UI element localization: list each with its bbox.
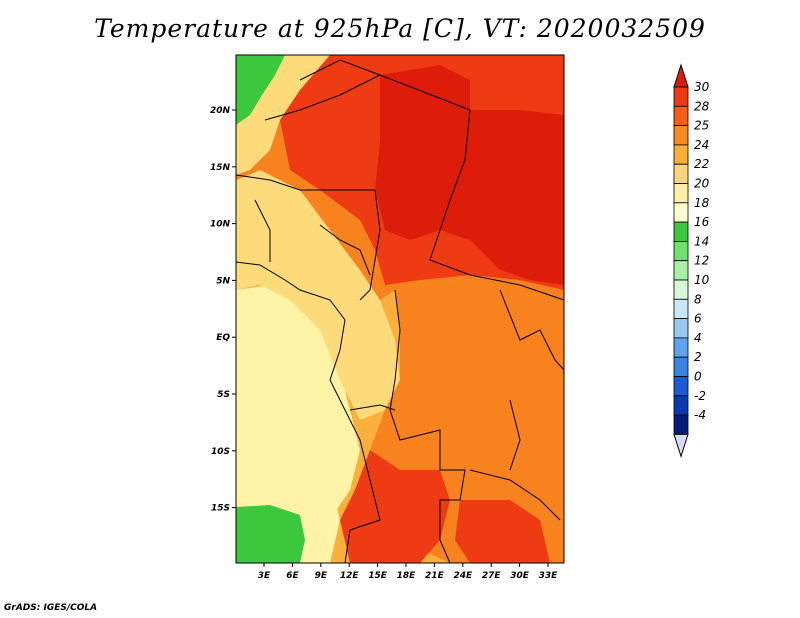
lat-tick-label: 15N [210, 163, 231, 173]
lon-tick-label: 30E [510, 571, 530, 581]
region-chad-sudan-hot [375, 65, 564, 285]
colorbar-level-label: 16 [694, 215, 710, 229]
colorbar-swatch [673, 144, 689, 165]
colorbar-swatch [673, 318, 689, 339]
region-sw-green [236, 505, 305, 563]
lon-tick-label: 9E [315, 571, 328, 581]
lon-tick-label: 27E [482, 571, 502, 581]
colorbar-swatch [673, 202, 689, 223]
colorbar-swatch [673, 240, 689, 262]
colorbar-swatch [673, 298, 689, 319]
colorbar-level-label: -4 [694, 408, 706, 422]
longitude-axis: 3E 6E 9E 12E 15E 18E 21E 24E 27E 30E 33E [258, 563, 558, 581]
colorbar-swatch [673, 279, 689, 300]
colorbar-level-label: 12 [694, 254, 709, 268]
colorbar-level-label: 25 [694, 119, 709, 133]
country-borders [235, 59, 565, 564]
lat-tick-label: 15S [211, 504, 230, 514]
colorbar-level-label: 10 [694, 273, 710, 287]
colorbar-swatch [673, 376, 689, 397]
grads-credit: GrADS: IGES/COLA [4, 603, 98, 613]
region-central-light-2 [320, 300, 385, 390]
colorbar-swatch [673, 337, 689, 358]
region-sw-pale [300, 470, 340, 563]
lon-tick-label: 15E [368, 571, 388, 581]
lat-tick-label: 10N [210, 220, 231, 230]
lon-tick-label: 18E [397, 571, 417, 581]
region-south-deep-2 [455, 500, 550, 563]
colorbar-swatch [673, 414, 689, 435]
colorbar-level-label: 28 [694, 99, 710, 113]
colorbar-level-label: 14 [694, 234, 709, 248]
lat-tick-label: 5N [216, 276, 230, 286]
colorbar-level-label: 24 [694, 138, 709, 152]
colorbar-level-label: 22 [694, 157, 709, 171]
lon-tick-label: 24E [453, 571, 473, 581]
colorbar-level-label: 2 [694, 350, 702, 364]
colorbar-swatch [673, 163, 689, 184]
colorbar-level-label: 30 [694, 80, 710, 94]
latitude-axis: 20N 15N 10N 5N EQ 5S 10S 15S [210, 106, 236, 514]
colorbar-level-label: 20 [694, 177, 710, 191]
colorbar-level-label: 4 [694, 331, 702, 345]
colorbar-level-label: 18 [694, 196, 710, 210]
colorbar-bottom-arrow [673, 433, 689, 459]
colorbar-swatch [673, 105, 689, 127]
region-nw-green [236, 55, 285, 125]
lon-tick-label: 33E [539, 571, 559, 581]
lon-tick-label: 3E [258, 571, 271, 581]
colorbar-swatch [673, 86, 689, 107]
colorbar-swatch [673, 125, 689, 146]
colorbar-level-label: 6 [694, 312, 702, 326]
lat-tick-label: 20N [210, 106, 231, 116]
lon-tick-label: 6E [286, 571, 299, 581]
lat-tick-label: 10S [211, 447, 230, 457]
colorbar-level-label: -2 [694, 389, 706, 403]
lat-tick-label: EQ [216, 333, 230, 343]
colorbar-level-label: 8 [694, 292, 702, 306]
colorbar-swatch [673, 356, 689, 377]
lat-tick-label: 5S [217, 390, 230, 400]
colorbar-swatch [673, 395, 689, 416]
colorbar-swatch [673, 221, 689, 242]
map-area [235, 54, 565, 564]
lon-tick-label: 12E [340, 571, 360, 581]
region-east-deep [340, 450, 450, 563]
colorbar-level-label: 0 [694, 370, 702, 384]
colorbar-swatch [673, 260, 689, 281]
colorbar-swatch [673, 183, 689, 204]
lon-tick-label: 21E [425, 571, 445, 581]
map-frame [235, 54, 565, 564]
colorbar-top-arrow [673, 63, 689, 88]
chart-title: Temperature at 925hPa [C], VT: 202003250… [94, 14, 706, 43]
